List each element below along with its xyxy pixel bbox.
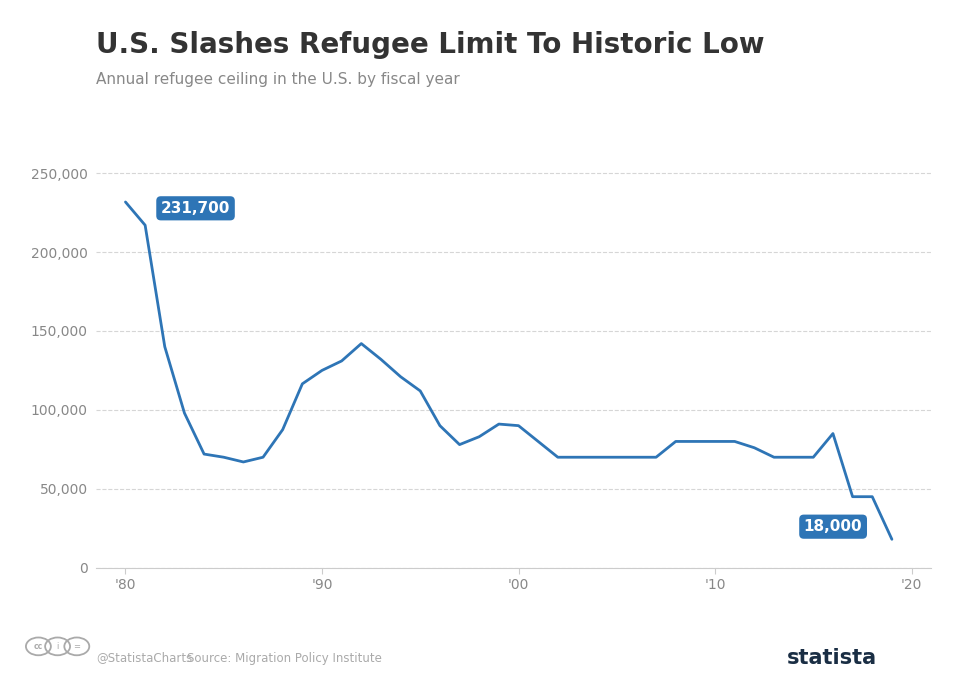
Text: Annual refugee ceiling in the U.S. by fiscal year: Annual refugee ceiling in the U.S. by fi… xyxy=(96,72,460,87)
Text: 18,000: 18,000 xyxy=(804,519,862,534)
Text: Source: Migration Policy Institute: Source: Migration Policy Institute xyxy=(187,651,382,665)
Text: i: i xyxy=(57,642,59,651)
Text: =: = xyxy=(73,642,81,651)
Text: cc: cc xyxy=(34,642,43,651)
Text: U.S. Slashes Refugee Limit To Historic Low: U.S. Slashes Refugee Limit To Historic L… xyxy=(96,31,764,59)
Text: 231,700: 231,700 xyxy=(161,201,230,216)
Text: @StatistaCharts: @StatistaCharts xyxy=(96,651,192,665)
Text: statista: statista xyxy=(787,648,877,668)
